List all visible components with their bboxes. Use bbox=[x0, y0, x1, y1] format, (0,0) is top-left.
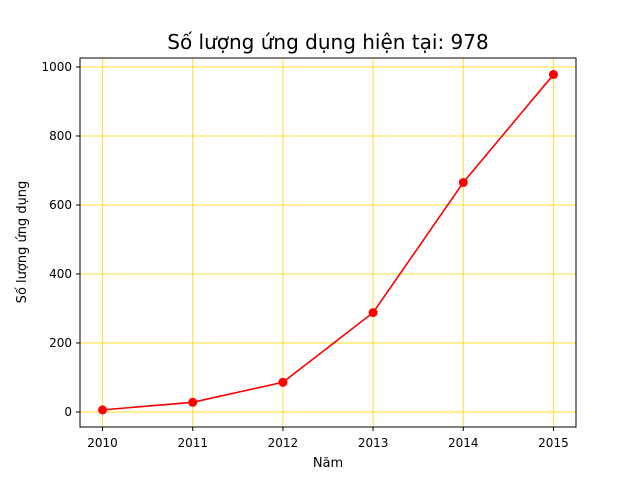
data-point bbox=[458, 178, 468, 188]
y-tick-label: 600 bbox=[49, 198, 72, 212]
y-tick-label: 1000 bbox=[41, 60, 72, 74]
series-line bbox=[102, 74, 555, 411]
plot-frame bbox=[79, 57, 577, 428]
y-tick-label: 400 bbox=[49, 267, 72, 281]
y-tick-label: 800 bbox=[49, 129, 72, 143]
y-axis-label: Số lượng ứng dụng bbox=[15, 181, 30, 304]
x-tick-label: 2010 bbox=[87, 436, 118, 450]
series-layer bbox=[98, 70, 558, 415]
y-tick-label: 0 bbox=[64, 405, 72, 419]
data-point bbox=[548, 70, 558, 80]
axis-ticks: 2010 2011 2012 2013 2014 2015 0 200 400 600 800 100… bbox=[41, 60, 568, 450]
data-point bbox=[188, 397, 198, 407]
grid bbox=[80, 58, 576, 427]
x-tick-label: 2012 bbox=[268, 436, 299, 450]
data-point bbox=[98, 405, 108, 415]
y-tick-label: 200 bbox=[49, 336, 72, 350]
x-tick-label: 2014 bbox=[448, 436, 479, 450]
data-point bbox=[278, 377, 288, 387]
x-tick-label: 2013 bbox=[358, 436, 389, 450]
chart-title: Số lượng ứng dụng hiện tại: 978 bbox=[167, 30, 488, 54]
x-tick-label: 2015 bbox=[538, 436, 569, 450]
x-axis-label: Năm bbox=[313, 456, 343, 471]
data-point bbox=[368, 308, 378, 318]
x-tick-label: 2011 bbox=[177, 436, 208, 450]
